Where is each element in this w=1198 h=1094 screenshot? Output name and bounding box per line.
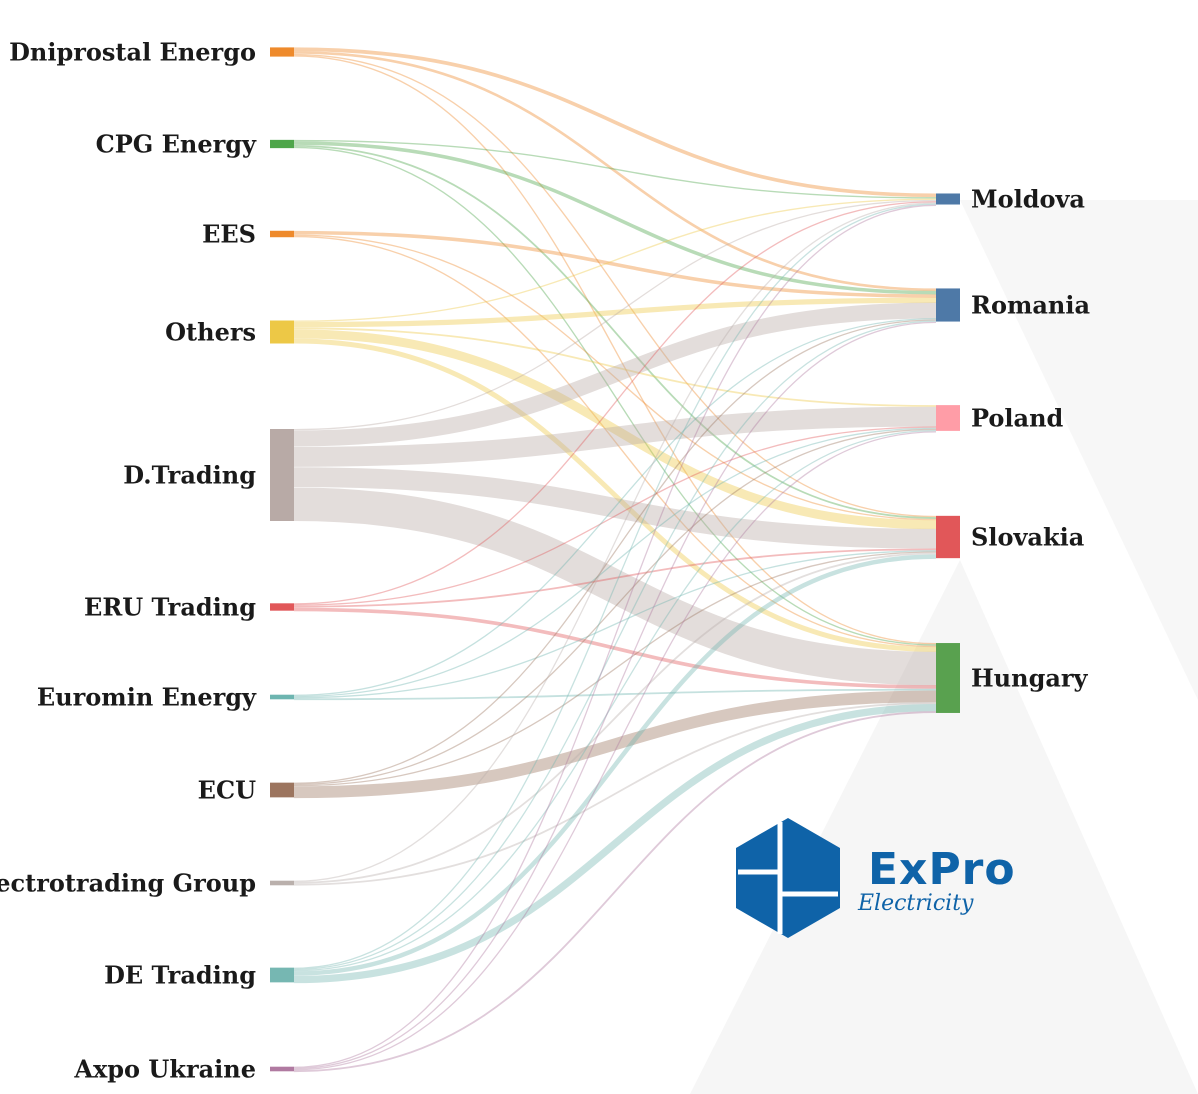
target-label-poland: Poland: [971, 404, 1064, 433]
link-d-trading-to-poland: [293, 406, 937, 467]
target-node-slovakia: [936, 515, 960, 559]
link-others-to-poland: [293, 327, 937, 407]
link-euromin-energy-to-slovakia: [293, 550, 937, 699]
link-ecu-to-poland: [293, 428, 937, 786]
expro-logo: ExPro Electricity: [736, 818, 1016, 938]
link-de-trading-to-poland: [293, 429, 937, 972]
source-node-eru-trading: [270, 603, 294, 611]
source-label-euromin-energy: Euromin Energy: [37, 683, 257, 712]
source-node-de-trading: [270, 967, 294, 983]
link-cpg-energy-to-romania: [293, 141, 937, 295]
link-d-trading-to-hungary: [293, 487, 937, 686]
target-label-moldova: Moldova: [971, 185, 1085, 214]
source-label-electrotrading-group: Electrotrading Group: [0, 869, 256, 898]
link-de-trading-to-romania: [293, 320, 937, 971]
link-eru-trading-to-poland: [293, 426, 937, 606]
link-euromin-energy-to-hungary: [293, 688, 937, 701]
link-others-to-hungary: [293, 338, 937, 653]
link-de-trading-to-slovakia: [293, 554, 937, 976]
source-label-dniprostal-energo: Dniprostal Energo: [9, 38, 256, 67]
source-label-ees: EES: [202, 220, 256, 249]
logo-wordmark: ExPro: [868, 844, 1016, 895]
link-eru-trading-to-moldova: [293, 201, 937, 605]
source-label-ecu: ECU: [198, 776, 256, 805]
source-label-de-trading: DE Trading: [104, 961, 256, 990]
target-label-hungary: Hungary: [971, 664, 1089, 693]
link-ees-to-hungary: [293, 235, 937, 648]
source-node-electrotrading-group: [270, 880, 294, 886]
source-node-ecu: [270, 782, 294, 798]
nodes-layer: [270, 47, 960, 1072]
link-cpg-energy-to-slovakia: [293, 144, 937, 519]
target-node-hungary: [936, 643, 960, 713]
link-de-trading-to-moldova: [293, 203, 937, 969]
link-ees-to-romania: [293, 230, 937, 298]
source-node-axpo-ukraine: [270, 1066, 294, 1072]
link-dniprostal-energo-to-hungary: [293, 55, 937, 645]
link-ecu-to-romania: [293, 319, 937, 784]
link-axpo-ukraine-to-romania: [293, 321, 937, 1070]
hexagon-logo-icon: [736, 818, 840, 938]
link-others-to-moldova: [293, 198, 937, 322]
link-axpo-ukraine-to-hungary: [293, 711, 937, 1073]
target-node-poland: [936, 405, 960, 431]
target-node-moldova: [936, 193, 960, 205]
source-label-others: Others: [165, 318, 256, 347]
target-node-romania: [936, 288, 960, 322]
target-label-slovakia: Slovakia: [971, 523, 1084, 552]
link-de-trading-to-hungary: [293, 703, 937, 984]
link-axpo-ukraine-to-poland: [293, 431, 937, 1071]
link-ecu-to-hungary: [293, 690, 937, 799]
link-ees-to-slovakia: [293, 234, 937, 521]
link-dniprostal-energo-to-slovakia: [293, 53, 937, 518]
link-electrotrading-group-to-hungary: [293, 702, 937, 886]
source-node-others: [270, 320, 294, 344]
link-d-trading-to-moldova: [293, 199, 937, 431]
link-cpg-energy-to-hungary: [293, 146, 937, 646]
link-others-to-romania: [293, 297, 937, 328]
source-node-cpg-energy: [270, 139, 294, 149]
source-label-eru-trading: ERU Trading: [84, 593, 256, 622]
link-cpg-energy-to-moldova: [293, 139, 937, 199]
link-dniprostal-energo-to-romania: [293, 51, 937, 292]
background-shapes: [690, 200, 1198, 1094]
link-d-trading-to-slovakia: [293, 467, 937, 549]
links-layer: [293, 47, 937, 1073]
target-label-romania: Romania: [971, 291, 1090, 320]
link-euromin-energy-to-romania: [293, 318, 937, 696]
link-electrotrading-group-to-slovakia: [293, 552, 937, 884]
link-others-to-slovakia: [293, 329, 937, 530]
logo-subtitle: Electricity: [857, 891, 974, 916]
source-label-d-trading: D.Trading: [123, 461, 256, 490]
source-label-axpo-ukraine: Axpo Ukraine: [73, 1055, 256, 1084]
link-eru-trading-to-hungary: [293, 607, 937, 689]
link-axpo-ukraine-to-moldova: [293, 204, 937, 1068]
link-dniprostal-energo-to-moldova: [293, 47, 937, 198]
link-d-trading-to-romania: [293, 302, 937, 447]
source-node-euromin-energy: [270, 694, 294, 700]
source-node-ees: [270, 230, 294, 238]
source-node-dniprostal-energo: [270, 47, 294, 57]
link-euromin-energy-to-poland: [293, 427, 937, 698]
link-electrotrading-group-to-moldova: [293, 202, 937, 882]
source-label-cpg-energy: CPG Energy: [96, 130, 257, 159]
labels-layer: Dniprostal Energo CPG Energy EES Others D.Tr…: [0, 38, 1090, 1084]
source-node-d-trading: [270, 429, 294, 521]
link-eru-trading-to-slovakia: [293, 548, 937, 608]
link-ecu-to-slovakia: [293, 551, 937, 787]
